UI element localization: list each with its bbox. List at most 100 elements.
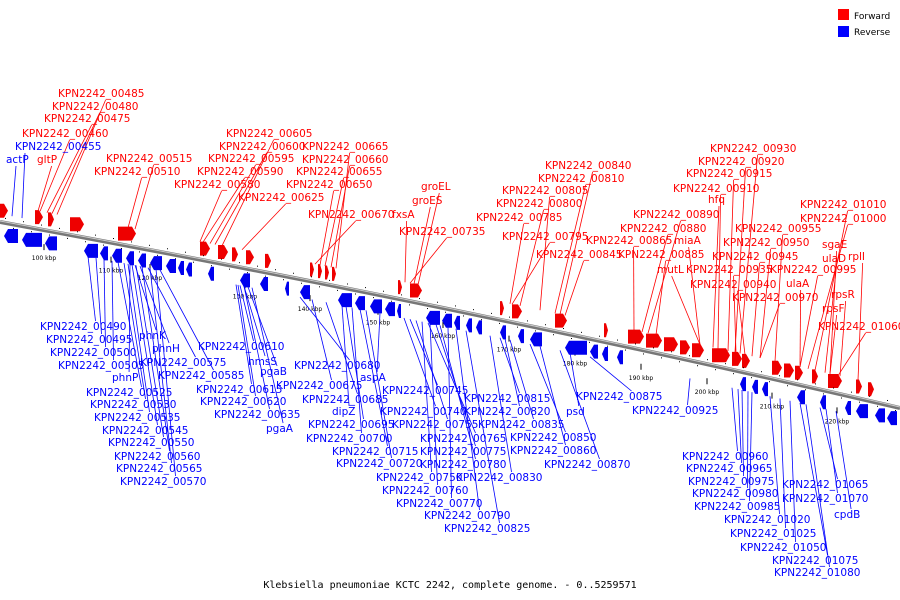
strand-marker — [85, 241, 86, 243]
forward-gene — [48, 212, 54, 227]
forward-gene-label: KPN2242_00510 — [94, 166, 180, 178]
label-leader-line — [123, 263, 146, 400]
label-leader-line — [415, 320, 448, 420]
reverse-gene-label: cpdB — [834, 509, 860, 521]
forward-gene-label: KPN2242_00600 — [219, 141, 305, 153]
reverse-gene — [856, 404, 868, 419]
reverse-gene — [100, 246, 108, 261]
forward-gene — [692, 343, 704, 358]
axis-tick-label: 190 kbp — [629, 375, 654, 382]
reverse-gene-label: KPN2242_00860 — [510, 445, 596, 457]
forward-gene — [868, 382, 874, 397]
genome-backbone — [0, 220, 900, 410]
label-leader-line — [46, 124, 92, 213]
reverse-gene — [370, 299, 382, 314]
strand-marker — [787, 385, 788, 387]
forward-gene — [604, 323, 608, 338]
forward-gene — [332, 266, 336, 281]
label-leader-line — [325, 302, 358, 395]
reverse-gene-label: KPN2242_00790 — [424, 510, 510, 522]
reverse-gene — [752, 379, 758, 394]
strand-marker — [859, 401, 860, 403]
reverse-gene — [466, 318, 472, 333]
reverse-gene — [820, 395, 826, 410]
strand-marker — [329, 279, 330, 281]
label-leader-line — [155, 269, 176, 477]
axis-tick-label: 180 kbp — [563, 361, 588, 368]
strand-marker — [347, 283, 348, 285]
axis-tick-label: 100 kbp — [32, 255, 57, 262]
forward-gene-label: KPN2242_00795 — [502, 231, 588, 243]
label-leader-line — [11, 165, 17, 217]
strand-marker — [599, 335, 600, 337]
label-leader-line — [427, 322, 476, 434]
label-leader-line — [655, 260, 666, 336]
strand-marker — [67, 237, 68, 239]
strand-marker — [373, 297, 374, 299]
reverse-gene — [300, 285, 310, 300]
forward-gene-label: ulaD — [822, 253, 846, 265]
label-leader-line — [687, 378, 691, 406]
reverse-gene — [45, 236, 57, 251]
forward-gene-label: rplI — [848, 251, 865, 263]
label-leader-line — [829, 250, 838, 374]
forward-gene — [398, 280, 402, 295]
label-leader-line — [134, 265, 157, 331]
reverse-gene — [845, 400, 851, 415]
forward-gene-label: miaA — [674, 235, 702, 247]
forward-gene-label: KPN2242_00590 — [197, 166, 283, 178]
reverse-gene — [740, 377, 746, 392]
forward-gene — [218, 245, 228, 260]
label-leader-line — [749, 392, 753, 502]
legend-reverse-swatch — [838, 26, 849, 37]
label-leader-line — [519, 209, 544, 307]
forward-gene-label: KPN2242_00650 — [286, 179, 372, 191]
label-leader-line — [504, 338, 520, 407]
axis-tick-label: 150 kbp — [366, 320, 391, 327]
strand-marker — [319, 286, 320, 288]
reverse-gene-label: KPN2242_01065 — [782, 479, 868, 491]
strand-marker — [445, 311, 446, 313]
label-leader-line — [509, 339, 534, 420]
reverse-gene-label: phnH — [152, 343, 180, 355]
strand-marker — [725, 363, 726, 365]
strand-marker — [257, 265, 258, 267]
strand-marker — [509, 316, 510, 318]
reverse-gene — [22, 232, 42, 247]
forward-gene — [664, 337, 678, 352]
forward-gene — [325, 265, 329, 280]
label-leader-line — [127, 177, 142, 228]
strand-marker — [419, 298, 420, 300]
strand-marker — [607, 345, 608, 347]
label-leader-line — [509, 223, 524, 304]
strand-marker — [833, 387, 834, 389]
strand-marker — [131, 241, 132, 243]
label-leader-line — [447, 326, 452, 499]
label-leader-line — [243, 286, 270, 410]
forward-gene-label: rpsF — [822, 303, 845, 315]
label-leader-line — [413, 206, 431, 285]
forward-gene-label: KPN2242_00880 — [620, 223, 706, 235]
label-leader-line — [737, 290, 746, 355]
label-leader-line — [324, 177, 344, 267]
strand-marker — [157, 254, 158, 256]
strand-marker — [473, 309, 474, 311]
label-leader-line — [688, 246, 701, 345]
reverse-gene — [112, 248, 122, 263]
axis-tick-label: 200 kbp — [695, 389, 720, 396]
reverse-gene-label: KPN2242_00500 — [50, 347, 136, 359]
strand-marker — [887, 399, 888, 401]
reverse-gene-label: KPN2242_00925 — [632, 405, 718, 417]
reverse-gene-label: KPN2242_01070 — [782, 493, 868, 505]
strand-marker — [23, 221, 24, 223]
label-leader-line — [789, 400, 796, 543]
label-leader-line — [221, 139, 274, 247]
forward-gene-label: KPN2242_00845 — [536, 249, 622, 261]
axis-tick-label: 170 kbp — [497, 347, 522, 354]
forward-gene-label: KPN2242_00995 — [770, 264, 856, 276]
label-leader-line — [103, 259, 106, 348]
strand-marker — [563, 328, 564, 330]
label-leader-line — [569, 352, 580, 407]
reverse-gene-label: psd — [566, 406, 585, 418]
